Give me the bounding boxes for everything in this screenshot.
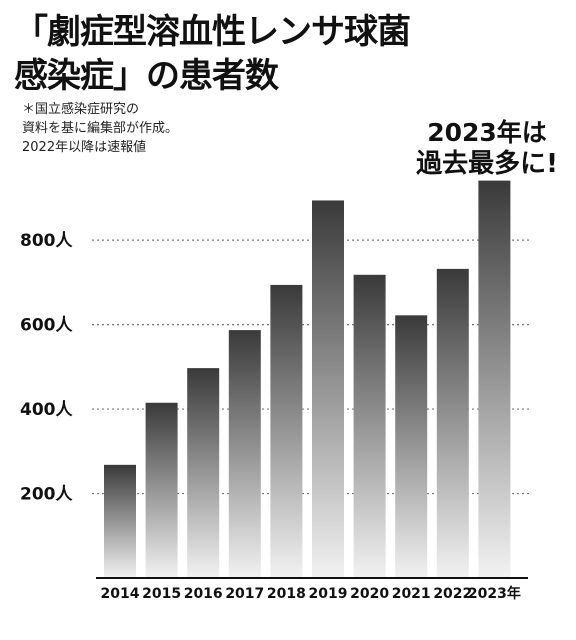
y-axis-ticks: 200人 400人 600人 800人 — [20, 231, 73, 504]
bar-2021 — [395, 315, 428, 578]
bar-2017 — [228, 330, 261, 578]
y-tick-label-400: 400人 — [20, 400, 73, 420]
bar-2020 — [353, 274, 386, 578]
record-callout-line2: 過去最多に! — [416, 149, 558, 179]
x-axis-ticks: 2014 2015 2016 2017 2018 2019 2020 2021 20222023… — [101, 585, 521, 602]
bar-2015 — [145, 402, 178, 578]
x-tick-label-2022: 2022 — [433, 586, 472, 602]
x-tick-label-2014: 2014 — [101, 586, 140, 602]
y-tick-label-200: 200人 — [20, 485, 73, 505]
source-note-line1: ＊国立感染症研究の — [22, 102, 140, 117]
x-tick-label-2019: 2019 — [309, 586, 348, 602]
bar-2014 — [104, 464, 136, 578]
record-callout: 2023年は 過去最多に! — [412, 118, 562, 180]
source-note-line3: 2022年以降は速報値 — [22, 140, 147, 155]
y-tick-label-600: 600人 — [20, 316, 73, 336]
bar-2018 — [270, 284, 303, 578]
x-tick-label-2021: 2021 — [392, 586, 431, 602]
x-tick-label-2016: 2016 — [184, 586, 223, 602]
bar-2016 — [187, 368, 220, 578]
x-tick-label-2015: 2015 — [142, 586, 181, 602]
bar-2023年 — [478, 180, 511, 578]
chart-title: 「劇症型溶血性レンサ球菌 感染症」の患者数 — [14, 10, 411, 98]
bars — [104, 180, 511, 578]
bar-2019 — [312, 200, 344, 578]
chart-title-line1: 「劇症型溶血性レンサ球菌 — [14, 12, 411, 52]
y-tick-label-800: 800人 — [20, 231, 73, 251]
bar-2022 — [436, 268, 469, 578]
source-note: ＊国立感染症研究の 資料を基に編集部が作成。 2022年以降は速報値 — [22, 100, 178, 157]
x-tick-label-2023年: 2023年 — [468, 585, 521, 602]
x-tick-label-2017: 2017 — [225, 586, 264, 602]
source-note-line2: 資料を基に編集部が作成。 — [22, 121, 179, 136]
chart-title-line2: 感染症」の患者数 — [14, 56, 279, 96]
x-tick-label-2018: 2018 — [267, 586, 306, 602]
x-tick-label-2020: 2020 — [350, 586, 389, 602]
record-callout-line1: 2023年は — [427, 118, 547, 147]
